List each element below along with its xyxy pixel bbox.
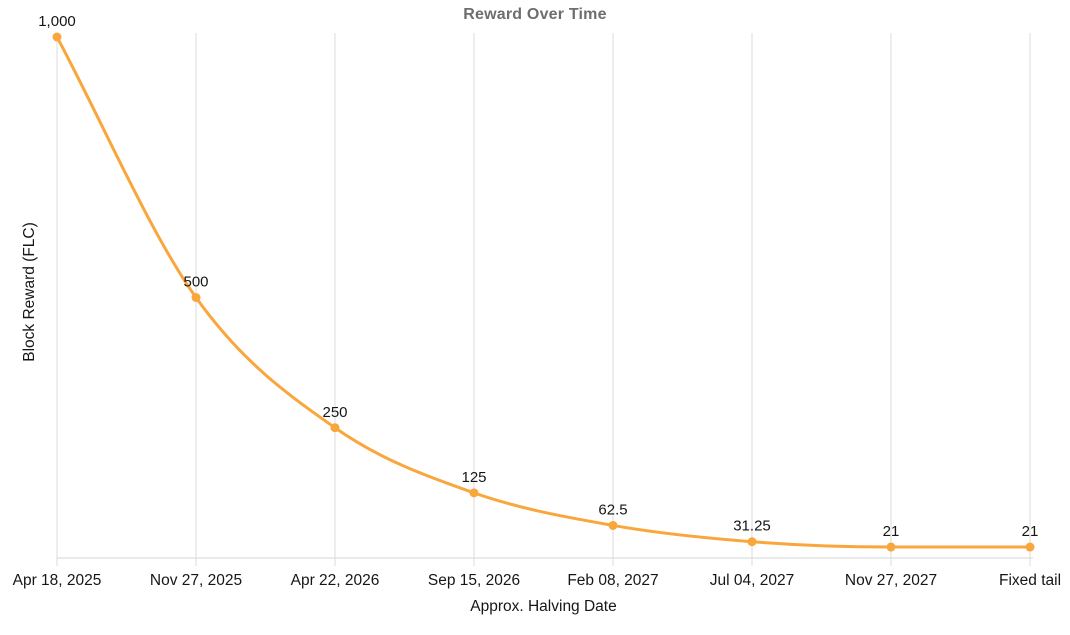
- chart-title: Reward Over Time: [463, 6, 607, 23]
- data-point-label: 500: [183, 274, 208, 291]
- data-point-marker: [469, 488, 479, 498]
- reward-line: [55, 35, 1032, 549]
- data-point-label: 31.25: [733, 518, 771, 535]
- data-point-marker: [747, 537, 757, 547]
- data-point-label: 1,000: [38, 13, 76, 30]
- x-tick-label: Feb 08, 2027: [567, 572, 658, 589]
- x-tick-label: Jul 04, 2027: [710, 572, 794, 589]
- data-point-label: 21: [883, 523, 900, 540]
- x-tick-label: Fixed tail: [999, 572, 1061, 589]
- data-point-label: 250: [322, 404, 347, 421]
- data-point-marker: [52, 32, 62, 42]
- data-point-label: 21: [1022, 523, 1039, 540]
- x-axis-label: Approx. Halving Date: [470, 598, 617, 615]
- x-tick-label: Nov 27, 2027: [845, 572, 937, 589]
- data-point-label: 62.5: [598, 501, 627, 518]
- data-point-marker: [886, 542, 896, 552]
- x-tick-label: Apr 22, 2026: [291, 572, 380, 589]
- data-point-marker: [330, 423, 340, 433]
- x-tick-label: Nov 27, 2025: [150, 572, 242, 589]
- data-point-marker: [608, 520, 618, 530]
- x-tick-label: Apr 18, 2025: [13, 572, 102, 589]
- data-point-marker: [191, 293, 201, 302]
- data-point-label: 125: [461, 469, 486, 486]
- data-point-marker: [1025, 542, 1035, 552]
- x-tick-label: Sep 15, 2026: [428, 572, 520, 589]
